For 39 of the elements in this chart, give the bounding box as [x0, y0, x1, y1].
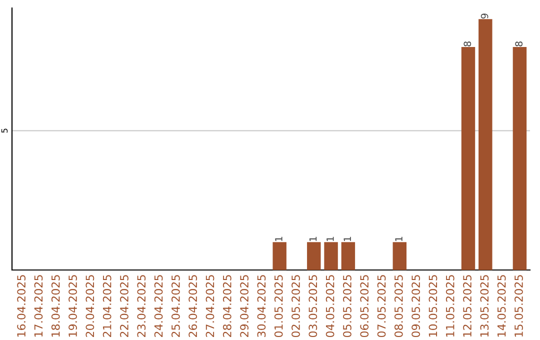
data-label: 1	[395, 236, 402, 242]
x-tick-label: 24.04.2025	[154, 275, 163, 337]
data-label: 8	[464, 42, 472, 46]
x-tick-label: 15.05.2025	[514, 275, 523, 337]
x-tick-label: 23.04.2025	[137, 275, 146, 337]
data-label: 9	[480, 14, 488, 19]
x-tick-label: 06.05.2025	[360, 275, 369, 338]
x-tick-label: 29.04.2025	[240, 275, 248, 337]
data-label: 8	[515, 42, 523, 46]
x-tick-label: 08.05.2025	[394, 275, 403, 338]
x-tick-label: 04.05.2025	[326, 275, 334, 338]
x-tick-label: 09.05.2025	[412, 275, 420, 338]
x-tick-label: 13.05.2025	[480, 275, 489, 337]
x-tick-label: 01.05.2025	[274, 275, 283, 338]
data-label: 1	[326, 236, 334, 242]
x-tick-label: 22.04.2025	[120, 275, 128, 337]
x-tick-label: 20.04.2025	[86, 275, 94, 337]
x-tick-label: 03.05.2025	[308, 275, 318, 338]
data-label: 1	[275, 236, 282, 242]
y-tick-label: 5	[1, 128, 8, 133]
x-tick-label: 14.05.2025	[497, 275, 506, 337]
data-label: 1	[344, 236, 351, 242]
x-tick-label: 05.05.2025	[343, 275, 352, 338]
x-tick-label: 28.04.2025	[222, 275, 232, 337]
x-tick-label: 21.04.2025	[102, 275, 112, 337]
x-tick-label: 18.04.2025	[51, 275, 60, 337]
x-tick-label: 12.05.2025	[463, 275, 472, 337]
x-tick-label: 02.05.2025	[292, 275, 300, 338]
x-tick-label: 25.04.2025	[171, 275, 180, 337]
x-tick-label: 16.04.2025	[17, 275, 26, 337]
data-label: 1	[309, 236, 317, 242]
x-tick-label: 10.05.2025	[428, 275, 438, 337]
x-tick-label: 07.05.2025	[377, 275, 386, 338]
x-tick-label: 17.04.2025	[34, 275, 43, 337]
x-tick-label: 27.04.2025	[206, 275, 214, 337]
x-tick-label: 11.05.2025	[446, 275, 454, 337]
x-tick-label: 26.04.2025	[188, 275, 198, 337]
x-tick-label: 30.04.2025	[257, 275, 266, 337]
x-tick-label: 19.04.2025	[68, 275, 77, 337]
